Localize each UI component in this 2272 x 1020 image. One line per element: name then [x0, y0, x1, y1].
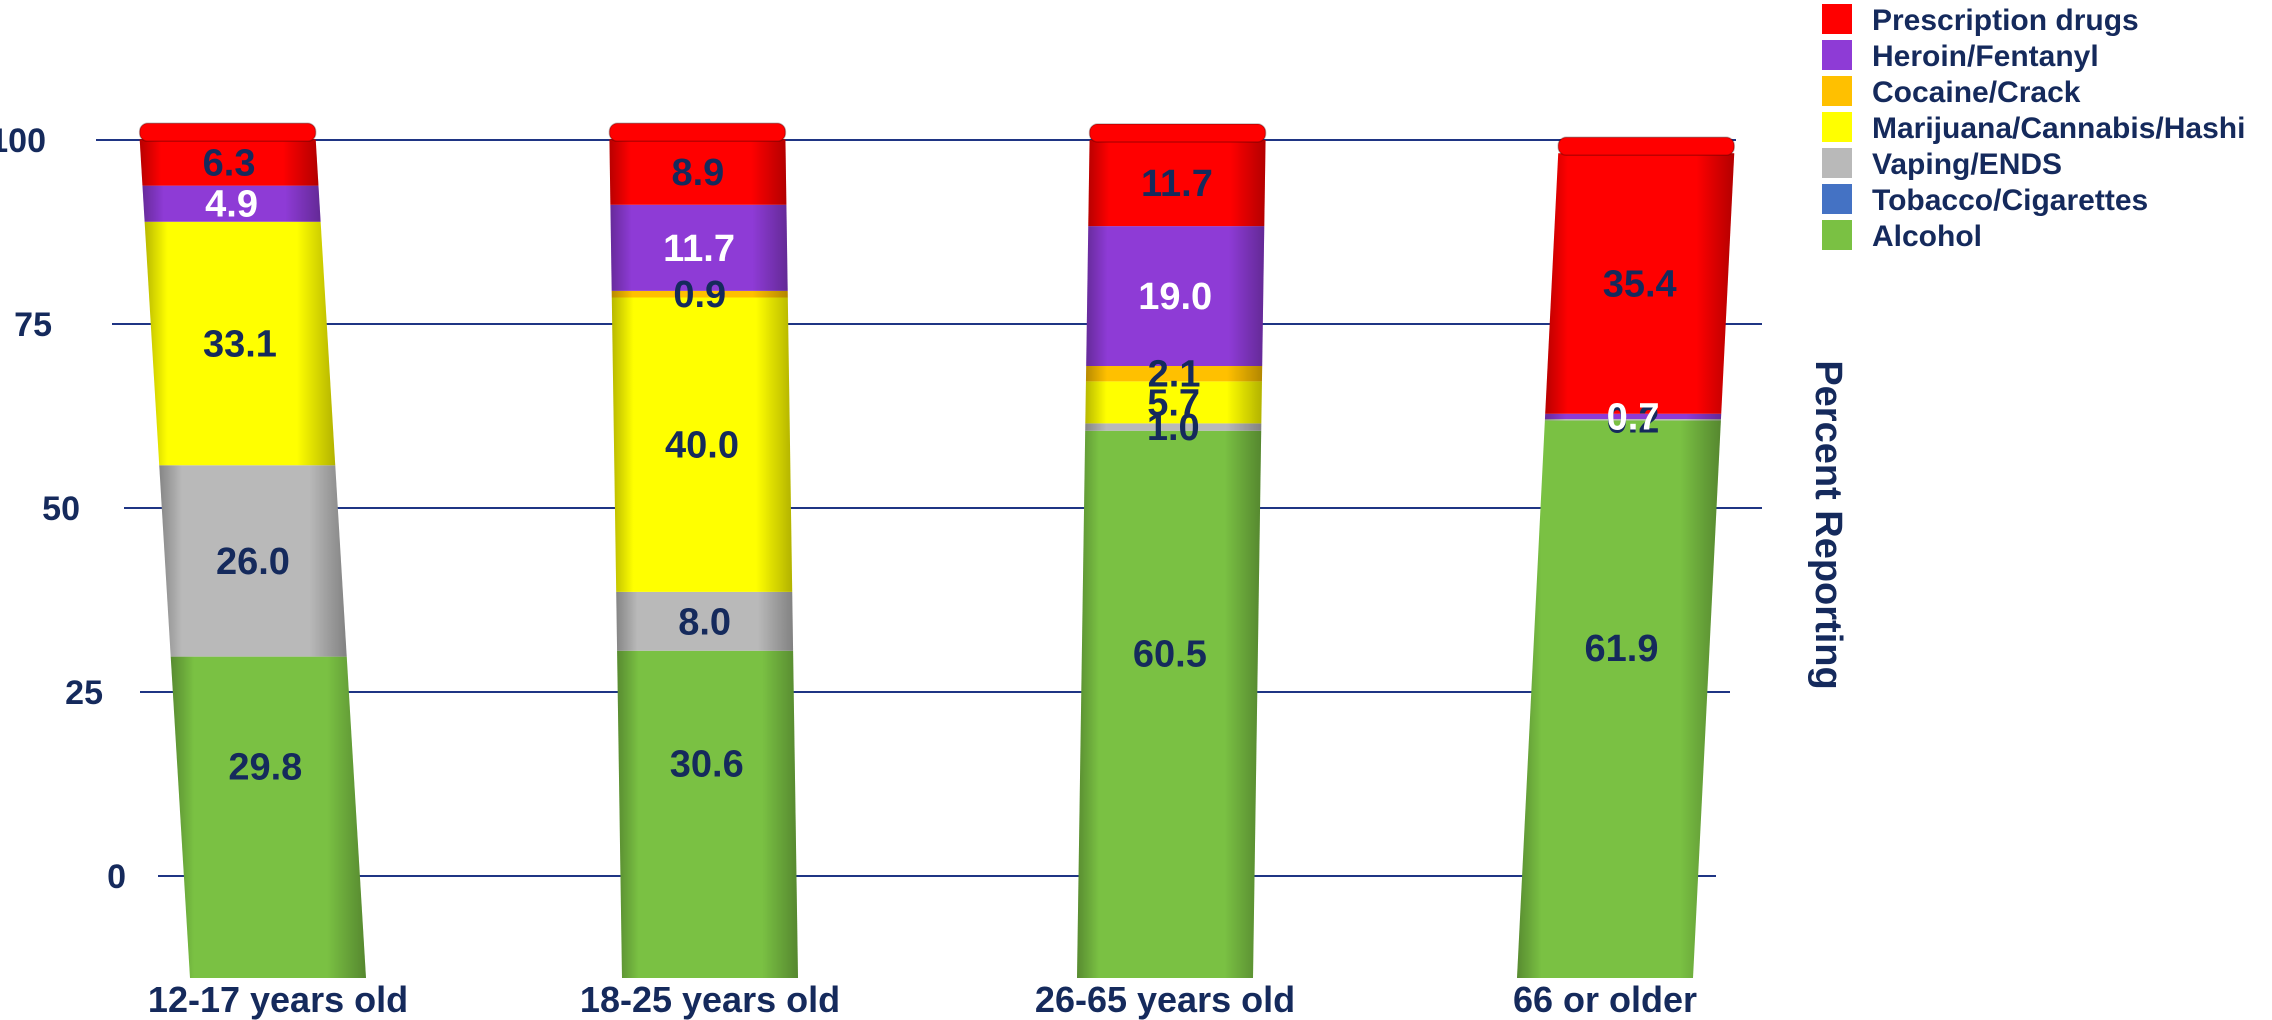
- bar-shading-prescription-drugs-18-25-years-old: [609, 139, 787, 205]
- data-label-heroin-fentanyl-12-17-years-old: 4.9: [205, 184, 258, 226]
- data-label-marijuana-cannabis-hashi-12-17-years-old: 33.1: [203, 324, 277, 366]
- legend-swatch-cocaine-crack: [1822, 76, 1852, 106]
- data-label-prescription-drugs-18-25-years-old: 8.9: [671, 152, 724, 194]
- data-label-vaping-ends-12-17-years-old: 26.0: [216, 541, 290, 583]
- x-category-66-or-older: 66 or older: [1513, 979, 1697, 1020]
- bar-12-17-years-old: [138, 122, 366, 978]
- data-label-vaping-ends-26-65-years-old: 1.0: [1147, 407, 1200, 449]
- legend-swatch-vaping-ends: [1822, 148, 1852, 178]
- legend-item-vaping-ends: Vaping/ENDS: [1822, 148, 2062, 181]
- legend-swatch-prescription-drugs: [1822, 4, 1852, 34]
- y-tick-label-50: 50: [42, 490, 80, 528]
- bar-shading-alcohol-12-17-years-old: [170, 656, 366, 978]
- bar-shading-prescription-drugs-12-17-years-old: [139, 139, 319, 186]
- bar-cap-18-25-years-old: [608, 122, 787, 143]
- bar-shading-vaping-ends-66-or-older: [1544, 418, 1721, 421]
- y-tick-label-0: 0: [107, 858, 126, 896]
- bar-shading-vaping-ends-18-25-years-old: [616, 591, 794, 651]
- y-axis-title: Percent Reporting: [1807, 360, 1849, 689]
- legend-label-vaping-ends: Vaping/ENDS: [1872, 148, 2062, 181]
- bar-shading-alcohol-66-or-older: [1517, 420, 1721, 978]
- bar-shading-prescription-drugs-66-or-older: [1545, 153, 1735, 414]
- bar-shading-prescription-drugs-26-65-years-old: [1088, 140, 1266, 227]
- legend-label-marijuana-cannabis-hashi: Marijuana/Cannabis/Hashi: [1872, 112, 2245, 145]
- bar-cap-66-or-older: [1557, 136, 1735, 156]
- bar-18-25-years-old: [608, 122, 798, 978]
- bar-shading-heroin-fentanyl-66-or-older: [1544, 413, 1722, 419]
- bar-66-or-older: [1517, 136, 1735, 978]
- bar-shading-heroin-fentanyl-18-25-years-old: [610, 204, 788, 291]
- data-label-heroin-fentanyl-66-or-older: 0.7: [1607, 396, 1660, 438]
- legend-swatch-tobacco-cigarettes: [1822, 184, 1852, 214]
- bar-26-65-years-old: [1077, 123, 1267, 979]
- bar-shading-marijuana-cannabis-hashi-12-17-years-old: [144, 221, 336, 466]
- legend-item-heroin-fentanyl: Heroin/Fentanyl: [1822, 40, 2099, 73]
- y-tick-label-100: 100: [0, 122, 46, 160]
- bars: [138, 122, 1735, 979]
- bar-shading-alcohol-26-65-years-old: [1077, 430, 1262, 979]
- y-tick-label-75: 75: [14, 306, 52, 344]
- legend-item-alcohol: Alcohol: [1822, 220, 1982, 253]
- legend-label-alcohol: Alcohol: [1872, 220, 1982, 253]
- data-label-cocaine-crack-18-25-years-old: 0.9: [673, 274, 726, 316]
- data-labels: 29.826.033.14.96.330.68.040.00.911.78.96…: [203, 142, 1677, 788]
- x-axis-categories: 12-17 years old 18-25 years old 26-65 year…: [148, 979, 1697, 1020]
- bar-shading-vaping-ends-26-65-years-old: [1085, 423, 1262, 431]
- data-label-prescription-drugs-26-65-years-old: 11.7: [1141, 163, 1213, 205]
- data-label-alcohol-18-25-years-old: 30.6: [670, 743, 744, 785]
- bar-shading-heroin-fentanyl-26-65-years-old: [1086, 226, 1265, 366]
- data-label-prescription-drugs-12-17-years-old: 6.3: [203, 142, 256, 184]
- data-label-prescription-drugs-66-or-older: 35.4: [1603, 264, 1677, 306]
- data-label-cocaine-crack-26-65-years-old: 2.1: [1148, 354, 1201, 396]
- legend-item-prescription-drugs: Prescription drugs: [1822, 4, 2139, 37]
- legend-item-cocaine-crack: Cocaine/Crack: [1822, 76, 2081, 109]
- legend-item-marijuana-cannabis-hashi: Marijuana/Cannabis/Hashi: [1822, 112, 2245, 145]
- y-axis-ticks: 0 25 50 75 100: [0, 122, 126, 896]
- data-label-heroin-fentanyl-26-65-years-old: 19.0: [1138, 276, 1212, 318]
- legend-label-heroin-fentanyl: Heroin/Fentanyl: [1872, 40, 2099, 73]
- bar-shading-vaping-ends-12-17-years-old: [159, 465, 347, 657]
- data-label-alcohol-66-or-older: 61.9: [1585, 628, 1659, 670]
- x-category-18-25-years-old: 18-25 years old: [580, 979, 840, 1020]
- legend-swatch-heroin-fentanyl: [1822, 40, 1852, 70]
- bar-shading-heroin-fentanyl-12-17-years-old: [142, 185, 321, 222]
- gridlines: [96, 139, 1762, 877]
- legend-label-tobacco-cigarettes: Tobacco/Cigarettes: [1872, 184, 2148, 217]
- legend-swatch-alcohol: [1822, 220, 1852, 250]
- bar-shading-cocaine-crack-18-25-years-old: [611, 290, 788, 298]
- legend-item-tobacco-cigarettes: Tobacco/Cigarettes: [1822, 184, 2148, 217]
- legend-swatch-marijuana-cannabis-hashi: [1822, 112, 1852, 142]
- data-label-vaping-ends-66-or-older: 0.2: [1607, 400, 1660, 442]
- data-label-marijuana-cannabis-hashi-26-65-years-old: 5.7: [1147, 382, 1200, 424]
- bar-cap-26-65-years-old: [1088, 123, 1267, 143]
- bar-shading-alcohol-18-25-years-old: [617, 650, 798, 978]
- x-category-12-17-years-old: 12-17 years old: [148, 979, 408, 1020]
- legend: Prescription drugsHeroin/FentanylCocaine…: [1822, 4, 2245, 253]
- x-category-26-65-years-old: 26-65 years old: [1035, 979, 1295, 1020]
- legend-label-cocaine-crack: Cocaine/Crack: [1872, 76, 2081, 109]
- legend-label-prescription-drugs: Prescription drugs: [1872, 4, 2139, 37]
- y-tick-label-25: 25: [65, 674, 103, 712]
- data-label-alcohol-26-65-years-old: 60.5: [1133, 633, 1207, 675]
- bar-shading-marijuana-cannabis-hashi-18-25-years-old: [611, 297, 793, 592]
- bar-cap-12-17-years-old: [138, 122, 317, 143]
- data-label-alcohol-12-17-years-old: 29.8: [228, 746, 302, 788]
- bar-shading-marijuana-cannabis-hashi-26-65-years-old: [1085, 381, 1262, 424]
- data-label-marijuana-cannabis-hashi-18-25-years-old: 40.0: [665, 425, 739, 467]
- bar-shading-cocaine-crack-26-65-years-old: [1085, 365, 1263, 382]
- data-label-vaping-ends-18-25-years-old: 8.0: [678, 601, 731, 643]
- data-label-heroin-fentanyl-18-25-years-old: 11.7: [663, 228, 735, 270]
